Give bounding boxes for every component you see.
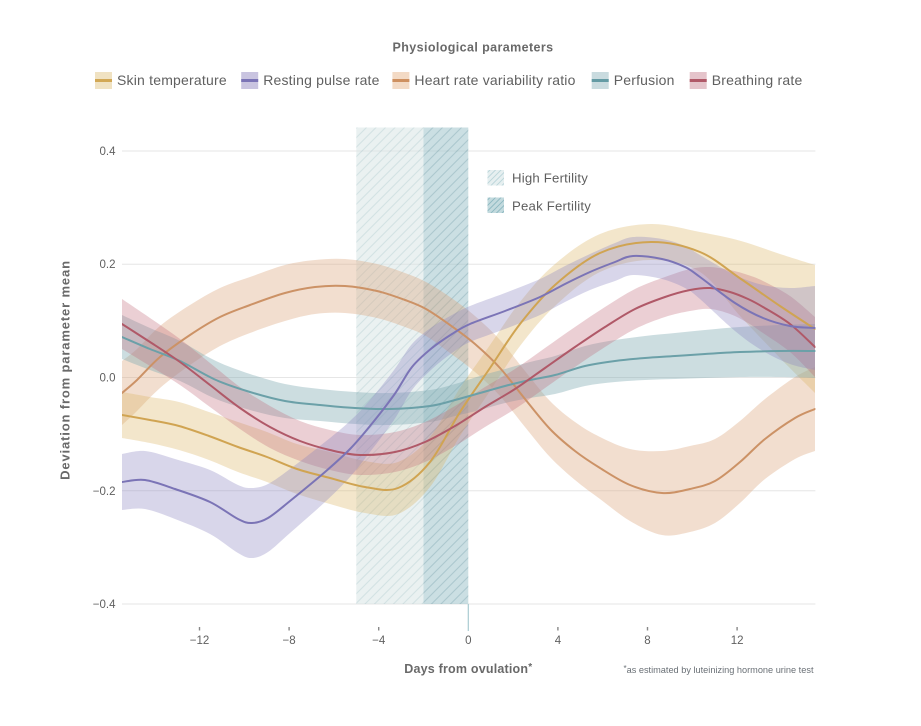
svg-text:12: 12 — [731, 635, 744, 647]
svg-text:−12: −12 — [190, 635, 210, 647]
svg-text:*as estimated by luteinizing h: *as estimated by luteinizing hormone uri… — [623, 664, 813, 675]
svg-text:Breathing rate: Breathing rate — [712, 72, 803, 88]
svg-text:Perfusion: Perfusion — [614, 72, 675, 88]
svg-text:Peak Fertility: Peak Fertility — [512, 199, 591, 214]
svg-text:8: 8 — [644, 635, 650, 647]
svg-text:4: 4 — [555, 635, 562, 647]
svg-text:−0.4: −0.4 — [93, 599, 116, 611]
svg-text:Skin temperature: Skin temperature — [117, 72, 227, 88]
svg-text:0.0: 0.0 — [100, 373, 116, 385]
svg-text:−0.2: −0.2 — [93, 486, 116, 498]
svg-text:Heart rate variability ratio: Heart rate variability ratio — [414, 72, 575, 88]
svg-text:−4: −4 — [372, 635, 386, 647]
svg-text:0.2: 0.2 — [100, 259, 116, 271]
svg-text:0: 0 — [465, 635, 471, 647]
svg-text:High Fertility: High Fertility — [512, 171, 588, 186]
svg-text:Deviation from parameter mean: Deviation from parameter mean — [58, 260, 73, 480]
svg-text:−8: −8 — [283, 635, 296, 647]
svg-text:Resting pulse rate: Resting pulse rate — [263, 72, 379, 88]
svg-text:Days from ovulation*: Days from ovulation* — [404, 662, 532, 676]
svg-text:Physiological parameters: Physiological parameters — [392, 41, 553, 55]
svg-text:0.4: 0.4 — [100, 146, 117, 158]
